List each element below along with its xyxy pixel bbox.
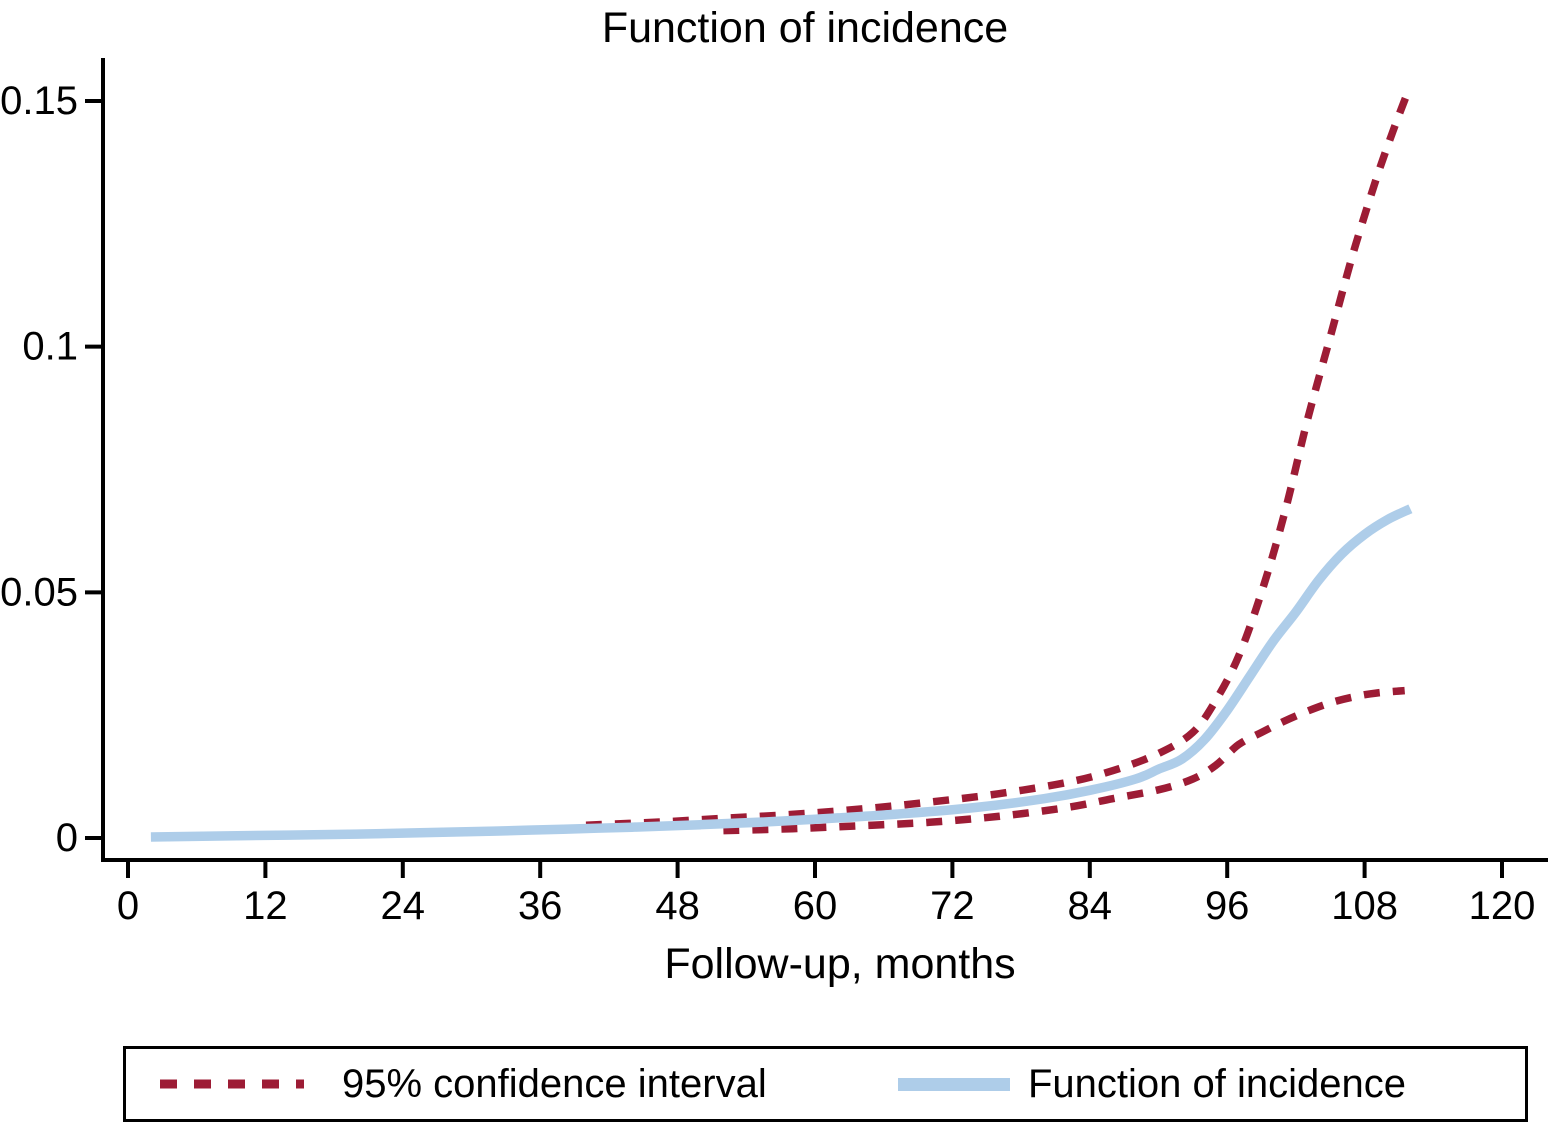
x-tick-label: 120 (1469, 884, 1536, 928)
x-tick-label: 0 (117, 884, 139, 928)
x-tick-label: 24 (381, 884, 426, 928)
legend-item-function-of-incidence: Function of incidence (898, 1049, 1406, 1119)
solid-line-swatch (898, 1077, 1010, 1091)
x-tick-label: 48 (655, 884, 700, 928)
series-95-ci-upper (585, 89, 1412, 829)
chart-title: Function of incidence (601, 4, 1009, 52)
plot-svg: 0 0.05 0.1 0.15 0 12 24 36 48 60 72 84 96 108 120 (0, 58, 1548, 928)
x-tick-label: 36 (518, 884, 563, 928)
x-tick-label: 12 (243, 884, 288, 928)
x-tick-label: 108 (1331, 884, 1398, 928)
y-tick-label: 0 (56, 816, 78, 860)
axes-frame (101, 58, 1548, 862)
legend-label-confidence-interval: 95% confidence interval (342, 1061, 767, 1106)
x-tick-label: 96 (1205, 884, 1250, 928)
legend-label-function-of-incidence: Function of incidence (1028, 1061, 1407, 1106)
series-95-ci-lower (723, 686, 1406, 835)
legend-item-confidence-interval: 95% confidence interval (156, 1049, 767, 1119)
x-tick-label: 72 (930, 884, 975, 928)
x-tick-label: 84 (1068, 884, 1113, 928)
x-tick-label: 60 (793, 884, 838, 928)
series-function-of-incidence (150, 504, 1413, 842)
x-axis-label: Follow-up, months (664, 940, 1016, 988)
y-tick-label: 0.05 (0, 570, 78, 614)
y-tick-label: 0.1 (22, 325, 78, 369)
legend: 95% confidence interval Function of inci… (123, 1046, 1528, 1122)
y-tick-label: 0.15 (0, 79, 78, 123)
dashed-line-swatch (160, 1079, 304, 1089)
